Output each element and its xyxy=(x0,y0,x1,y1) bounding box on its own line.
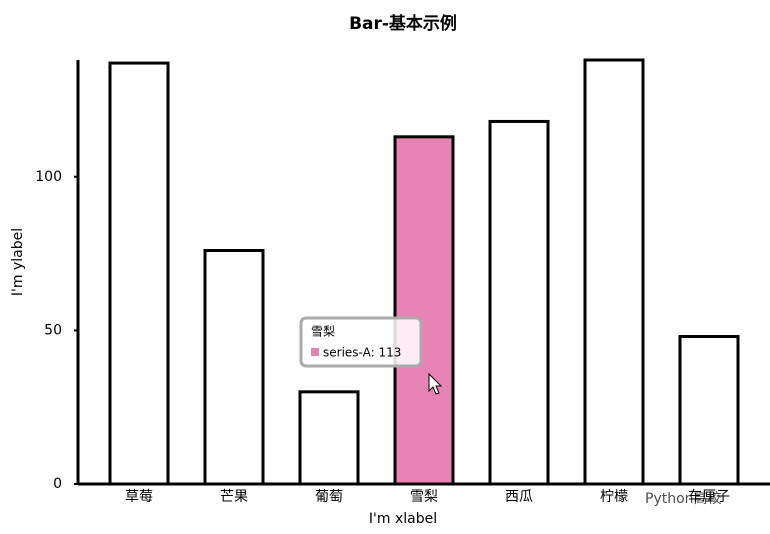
y-tick-label: 100 xyxy=(35,169,62,185)
y-tick-label: 50 xyxy=(44,322,62,338)
x-tick-label: 雪梨 xyxy=(410,489,438,505)
tooltip-box xyxy=(299,316,423,368)
y-tick-label: 0 xyxy=(53,476,62,492)
bar xyxy=(678,335,740,486)
cursor xyxy=(428,372,443,395)
bar xyxy=(203,248,265,486)
bar xyxy=(488,119,550,486)
bar xyxy=(298,390,360,486)
x-axis-label: I'm xlabel xyxy=(369,511,437,527)
x-tick-label: 芒果 xyxy=(220,489,248,505)
chart-title: Bar-基本示例 xyxy=(349,13,457,34)
tooltip: 雪梨 series-A: 113 xyxy=(299,316,423,368)
y-axis-label: I'm ylabel xyxy=(10,228,26,296)
watermark: Python高校 xyxy=(645,490,722,507)
x-tick-label: 葡萄 xyxy=(315,489,343,505)
x-tick-label: 柠檬 xyxy=(600,489,628,505)
tooltip-swatch xyxy=(311,348,319,356)
bar xyxy=(583,58,645,486)
x-tick-label: 西瓜 xyxy=(505,489,533,505)
x-tick-label: 草莓 xyxy=(125,489,153,505)
bar xyxy=(393,135,455,486)
tooltip-label: series-A: 113 xyxy=(323,346,401,360)
bar xyxy=(108,61,170,486)
tooltip-title: 雪梨 xyxy=(311,325,335,339)
x-tick-label: 车厘子 xyxy=(688,488,730,505)
